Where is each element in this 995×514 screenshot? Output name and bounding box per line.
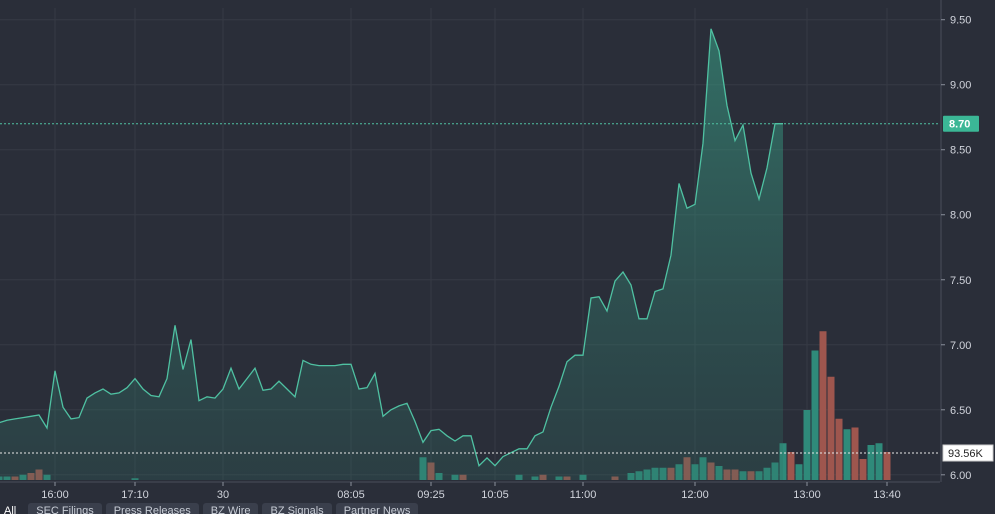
price-tick-label: 9.50 xyxy=(950,15,971,27)
price-tick-label: 7.00 xyxy=(950,340,971,352)
time-axis[interactable]: 16:00 17:10 30 08:05 09:25 10:05 11:00 12:00 13:… xyxy=(0,481,940,501)
tab-partner-news[interactable]: Partner News xyxy=(335,503,419,514)
time-tick-label: 30 xyxy=(217,489,229,501)
volume-bar xyxy=(811,350,819,480)
volume-bar xyxy=(851,427,859,480)
volume-badge xyxy=(942,444,994,462)
time-tick-label: 12:00 xyxy=(681,489,709,501)
price-tick-label: 8.00 xyxy=(950,210,971,222)
time-tick-label: 11:00 xyxy=(570,489,597,501)
volume-bar xyxy=(875,443,883,480)
time-tick-label: 10:05 xyxy=(481,489,509,501)
volume-bar xyxy=(803,410,811,480)
volume-bar xyxy=(819,331,827,480)
price-area-fill xyxy=(0,28,783,480)
reference-lines xyxy=(0,123,940,454)
volume-bar xyxy=(883,452,891,480)
tab-sec-filings[interactable]: SEC Filings xyxy=(28,503,102,514)
time-tick-label: 16:00 xyxy=(41,489,69,501)
price-tick-label: 9.00 xyxy=(950,80,971,92)
tab-bz-wire[interactable]: BZ Wire xyxy=(202,503,259,514)
volume-bar xyxy=(859,459,867,480)
volume-label: 93.56K xyxy=(948,448,984,460)
tab-all[interactable]: All xyxy=(4,505,17,514)
volume-bar xyxy=(827,376,835,480)
time-tick-label: 08:05 xyxy=(337,489,365,501)
time-tick-label: 17:10 xyxy=(121,489,149,501)
volume-bar xyxy=(843,429,851,480)
price-area xyxy=(0,28,783,480)
time-tick-label: 13:00 xyxy=(793,489,821,501)
last-price-badge xyxy=(943,115,979,132)
volume-bar xyxy=(795,464,803,480)
volume-bar xyxy=(867,445,875,480)
price-badges: 8.70 93.56K xyxy=(942,115,994,462)
volume-bar xyxy=(787,452,795,480)
volume-bar xyxy=(835,418,843,480)
news-tab-bar: All SEC Filings Press Releases BZ Wire B… xyxy=(0,503,995,514)
last-price-label: 8.70 xyxy=(949,119,970,131)
price-tick-label: 6.00 xyxy=(950,470,971,482)
price-tick-label: 6.50 xyxy=(950,405,971,417)
price-line xyxy=(0,28,783,467)
tab-bz-signals[interactable]: BZ Signals xyxy=(262,503,332,514)
time-tick-label: 13:40 xyxy=(873,489,901,501)
tab-press-releases[interactable]: Press Releases xyxy=(105,503,199,514)
price-axis[interactable]: 9.50 9.00 8.50 8.00 7.50 7.00 6.50 6.00 xyxy=(940,0,971,482)
price-tick-label: 7.50 xyxy=(950,275,971,287)
time-tick-label: 09:25 xyxy=(417,489,445,501)
price-tick-label: 8.50 xyxy=(950,145,971,157)
